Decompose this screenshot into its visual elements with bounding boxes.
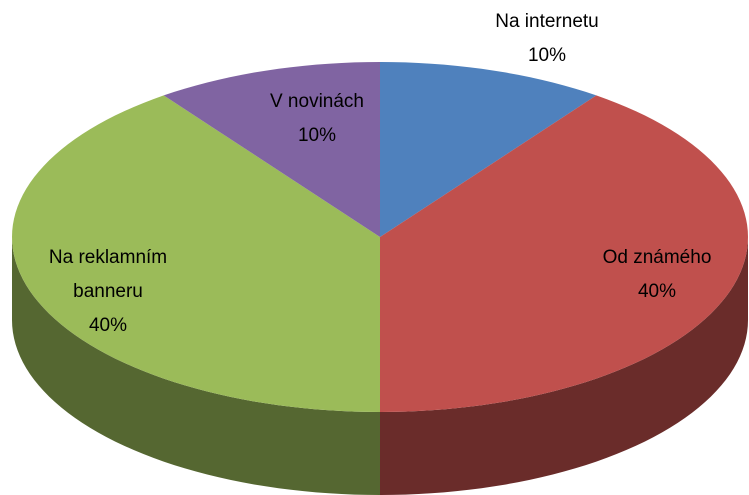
value-label: 40% bbox=[88, 315, 128, 336]
slice-side bbox=[12, 237, 380, 495]
value-label: 10% bbox=[527, 45, 567, 66]
category-label: Na reklamním banneru bbox=[48, 247, 168, 302]
slice bbox=[163, 62, 380, 237]
slice bbox=[380, 62, 597, 237]
slice bbox=[380, 95, 748, 412]
value-label: 10% bbox=[297, 125, 337, 146]
value-label: 40% bbox=[637, 281, 677, 302]
data-label: Na reklamním banneru 40% bbox=[33, 241, 183, 343]
data-label: Na internetu 10% bbox=[462, 5, 632, 73]
data-label: Od známého 40% bbox=[572, 241, 742, 309]
slice-side bbox=[380, 237, 748, 495]
category-label: Od známého bbox=[602, 247, 712, 268]
category-label: Na internetu bbox=[495, 11, 599, 32]
data-label: V novinách 10% bbox=[232, 85, 402, 153]
category-label: V novinách bbox=[269, 91, 364, 112]
slice bbox=[12, 95, 380, 412]
